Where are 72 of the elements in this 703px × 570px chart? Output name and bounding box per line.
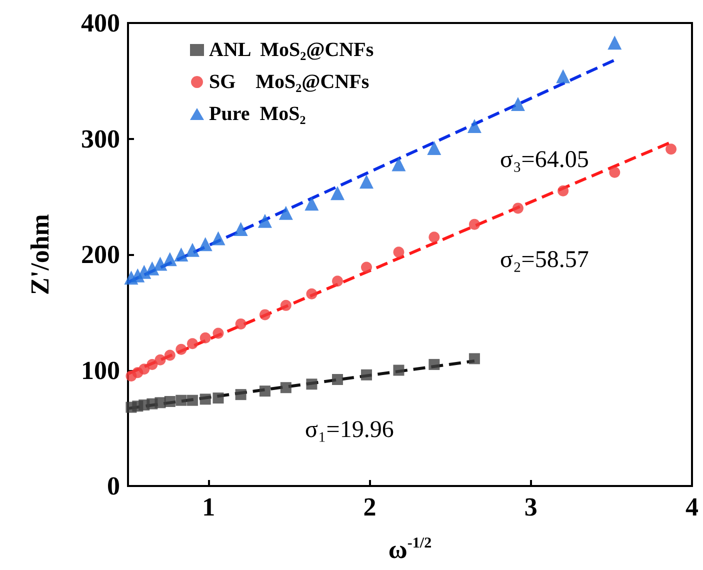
y-tick-label: 400 (81, 8, 120, 38)
point (306, 288, 318, 300)
y-tick-label: 100 (81, 356, 120, 385)
point (164, 350, 176, 361)
point (154, 397, 166, 408)
point (428, 358, 440, 370)
y-tick-label: 200 (81, 240, 120, 269)
point (212, 392, 224, 404)
point (278, 206, 293, 220)
point (558, 185, 569, 196)
point (146, 358, 158, 370)
point (137, 264, 152, 279)
point (200, 394, 211, 405)
y-tick-label: 300 (81, 124, 120, 154)
point (361, 262, 372, 273)
point (428, 232, 440, 243)
annotation: σ₃=64.05 (500, 147, 589, 173)
point (258, 214, 272, 228)
point (185, 242, 200, 257)
point (235, 318, 246, 330)
annotation: σ₁=19.96 (305, 417, 394, 443)
point (359, 174, 374, 189)
point (392, 157, 406, 172)
point (280, 300, 292, 311)
point (427, 141, 442, 156)
point (306, 378, 318, 390)
point (174, 248, 188, 262)
point (162, 252, 177, 266)
point (186, 394, 198, 406)
point (259, 386, 270, 397)
point (176, 344, 187, 355)
point (186, 338, 198, 350)
point (468, 218, 480, 230)
point (145, 261, 160, 276)
y-axis-title: Z'/ohm (26, 214, 54, 295)
point (332, 276, 343, 287)
point (393, 364, 404, 376)
point (153, 256, 168, 271)
point (259, 309, 270, 320)
x-tick-label: 2 (363, 492, 376, 522)
x-tick-label: 1 (202, 492, 216, 522)
point (235, 389, 246, 400)
point (234, 222, 248, 236)
x-tick-label: 3 (524, 492, 538, 522)
point (138, 364, 150, 375)
point (211, 231, 226, 246)
point (512, 202, 524, 214)
x-tick-label: 4 (686, 492, 698, 522)
point (510, 97, 525, 112)
point (608, 36, 622, 50)
point (332, 374, 343, 386)
point (360, 369, 372, 380)
point (212, 328, 224, 339)
point (666, 144, 677, 155)
point (393, 246, 404, 258)
point (468, 353, 480, 364)
point (198, 237, 212, 252)
point (467, 119, 482, 134)
point (556, 69, 570, 84)
y-tick-label: 0 (107, 472, 120, 500)
annotation: σ₂=58.57 (500, 247, 589, 273)
legend-label: Pure MoS₂ (209, 103, 306, 125)
point (330, 186, 344, 200)
point (200, 332, 211, 344)
point (164, 396, 176, 408)
point (176, 394, 187, 406)
legend-label: SG MoS₂@CNFs (209, 71, 370, 93)
point (154, 354, 166, 366)
point (280, 382, 292, 394)
legend-label: ANL MoS₂@CNFs (209, 39, 374, 61)
point (304, 196, 319, 211)
point (609, 166, 620, 178)
